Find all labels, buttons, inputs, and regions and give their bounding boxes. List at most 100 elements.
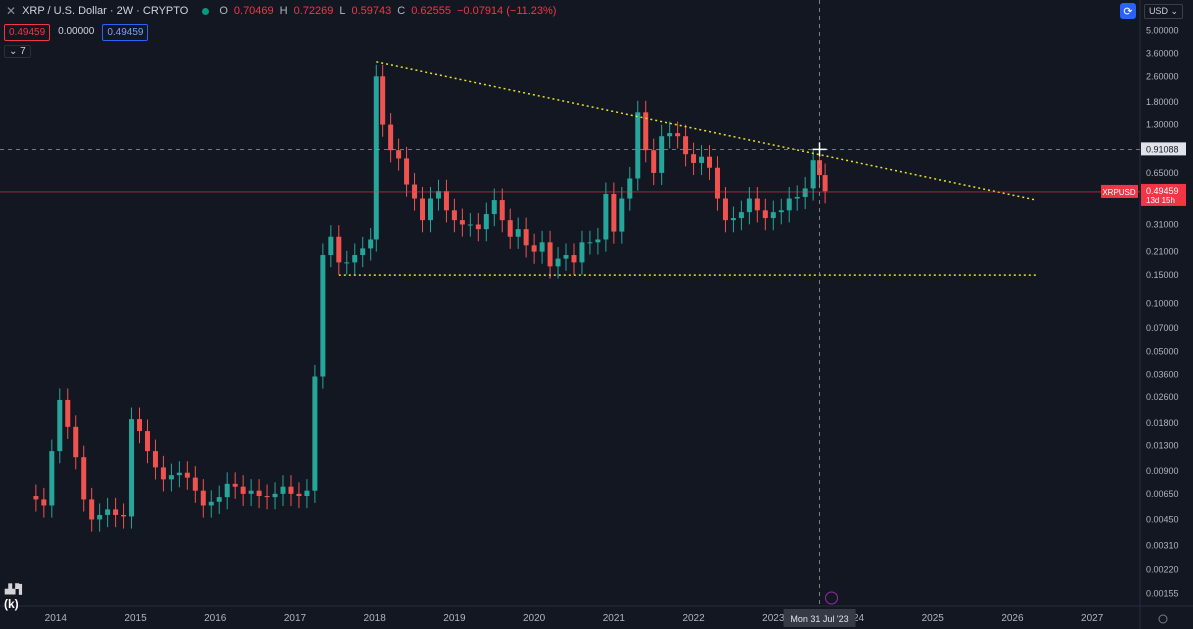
- candle-body: [579, 242, 585, 263]
- candle-body: [152, 451, 158, 468]
- candle-body: [420, 198, 426, 221]
- symbol-title[interactable]: XRP / U.S. Dollar · 2W · CRYPTO: [22, 5, 189, 17]
- y-tick-label: 0.00220: [1146, 564, 1179, 574]
- candle-body: [248, 490, 254, 494]
- candle-body: [595, 239, 601, 243]
- open-label: O: [219, 5, 228, 17]
- symbol-label: XRPUSD: [1102, 188, 1136, 197]
- candle-body: [360, 248, 366, 256]
- symbol-header: ✕ XRP / U.S. Dollar · 2W · CRYPTO O 0.704…: [6, 4, 556, 18]
- y-tick-label: 0.00310: [1146, 540, 1179, 550]
- candle-body: [730, 218, 736, 221]
- candle-body: [714, 167, 720, 199]
- candle-body: [547, 242, 553, 267]
- indicators-toggle[interactable]: ⌄ 7: [4, 45, 31, 58]
- candle-body: [722, 198, 728, 221]
- x-tick-label: 2026: [1001, 613, 1024, 624]
- candle-body: [817, 160, 823, 176]
- indicator-value-c[interactable]: 0.49459: [102, 24, 149, 41]
- candle-body: [531, 245, 537, 252]
- candle-body: [192, 477, 198, 491]
- x-tick-label: 2019: [443, 613, 466, 624]
- symbol-label-box: [1101, 184, 1138, 198]
- y-tick-label: 0.31000: [1146, 219, 1179, 229]
- y-tick-label: 0.65000: [1146, 168, 1179, 178]
- y-tick-label: 0.01300: [1146, 441, 1179, 451]
- candle-body: [459, 220, 465, 225]
- candle-body: [137, 419, 143, 432]
- candle-body: [344, 262, 350, 264]
- candle-body: [49, 451, 55, 506]
- low-value: 0.59743: [351, 5, 392, 17]
- candle-body: [33, 496, 39, 500]
- candle-body: [256, 490, 262, 497]
- currency-select[interactable]: USD ⌄: [1143, 3, 1183, 19]
- price-label-value: 0.49459: [1146, 186, 1179, 196]
- candle-body: [328, 236, 334, 256]
- candle-body: [435, 191, 441, 199]
- x-tick-label: 2014: [45, 613, 68, 624]
- high-label: H: [279, 5, 288, 17]
- candle-body: [232, 483, 238, 487]
- candle-body: [264, 496, 270, 498]
- candle-body: [312, 376, 318, 491]
- x-tick-label: 2020: [523, 613, 546, 624]
- y-tick-label: 0.03600: [1146, 370, 1179, 380]
- close-icon[interactable]: ✕: [6, 4, 17, 18]
- x-tick-label: 2016: [204, 613, 227, 624]
- candle-body: [320, 255, 326, 377]
- candle-body: [368, 239, 374, 249]
- candle-body: [611, 194, 617, 232]
- candle-body: [81, 457, 87, 500]
- candle-body: [427, 198, 433, 221]
- candle-body: [388, 124, 394, 151]
- candle-body: [65, 399, 71, 427]
- candle-body: [691, 154, 697, 163]
- candle-body: [121, 514, 127, 517]
- candle-body: [675, 133, 681, 137]
- candles: [33, 64, 828, 532]
- candle-body: [41, 499, 47, 506]
- indicator-count: 7: [20, 46, 26, 57]
- candle-body: [184, 472, 190, 478]
- candle-body: [483, 214, 489, 230]
- tradingview-logo-icon: ▟▞▌: [5, 584, 26, 594]
- candle-body: [336, 236, 342, 263]
- candle-body: [451, 210, 457, 221]
- candle-body: [627, 178, 633, 199]
- close-label: C: [397, 5, 406, 17]
- candle-body: [304, 490, 310, 497]
- y-tick-label: 1.80000: [1146, 97, 1179, 107]
- candle-body: [619, 198, 625, 232]
- y-tick-label: 0.07000: [1146, 323, 1179, 333]
- candle-body: [507, 220, 513, 237]
- candle-body: [240, 486, 246, 494]
- candle-body: [651, 150, 657, 173]
- x-tick-label: 2023: [762, 613, 785, 624]
- candle-body: [352, 255, 358, 263]
- candle-body: [659, 136, 665, 173]
- candle-body: [373, 76, 379, 240]
- candle-body: [404, 158, 410, 185]
- candle-body: [160, 467, 166, 480]
- x-tick-label: 2021: [603, 613, 626, 624]
- close-value: 0.62555: [411, 5, 451, 17]
- y-tick-label: 0.15000: [1146, 270, 1179, 280]
- candle-body: [683, 136, 689, 155]
- y-tick-label: 0.21000: [1146, 247, 1179, 257]
- x-tick-label: 2022: [682, 613, 705, 624]
- candle-body: [786, 198, 792, 211]
- candle-body: [73, 426, 79, 458]
- indicator-value-a[interactable]: 0.49459: [4, 24, 51, 41]
- candle-body: [822, 175, 828, 192]
- x-tick-label: 2027: [1081, 613, 1104, 624]
- y-tick-label: 0.01800: [1146, 418, 1179, 428]
- y-tick-label: 0.00900: [1146, 466, 1179, 476]
- price-label-box: [1141, 183, 1186, 206]
- sync-icon[interactable]: ⟳: [1119, 3, 1136, 19]
- low-label: L: [339, 5, 346, 17]
- crosshair-price-box: [1141, 142, 1186, 156]
- candle-body: [176, 472, 182, 476]
- y-tick-label: 0.00450: [1146, 514, 1179, 524]
